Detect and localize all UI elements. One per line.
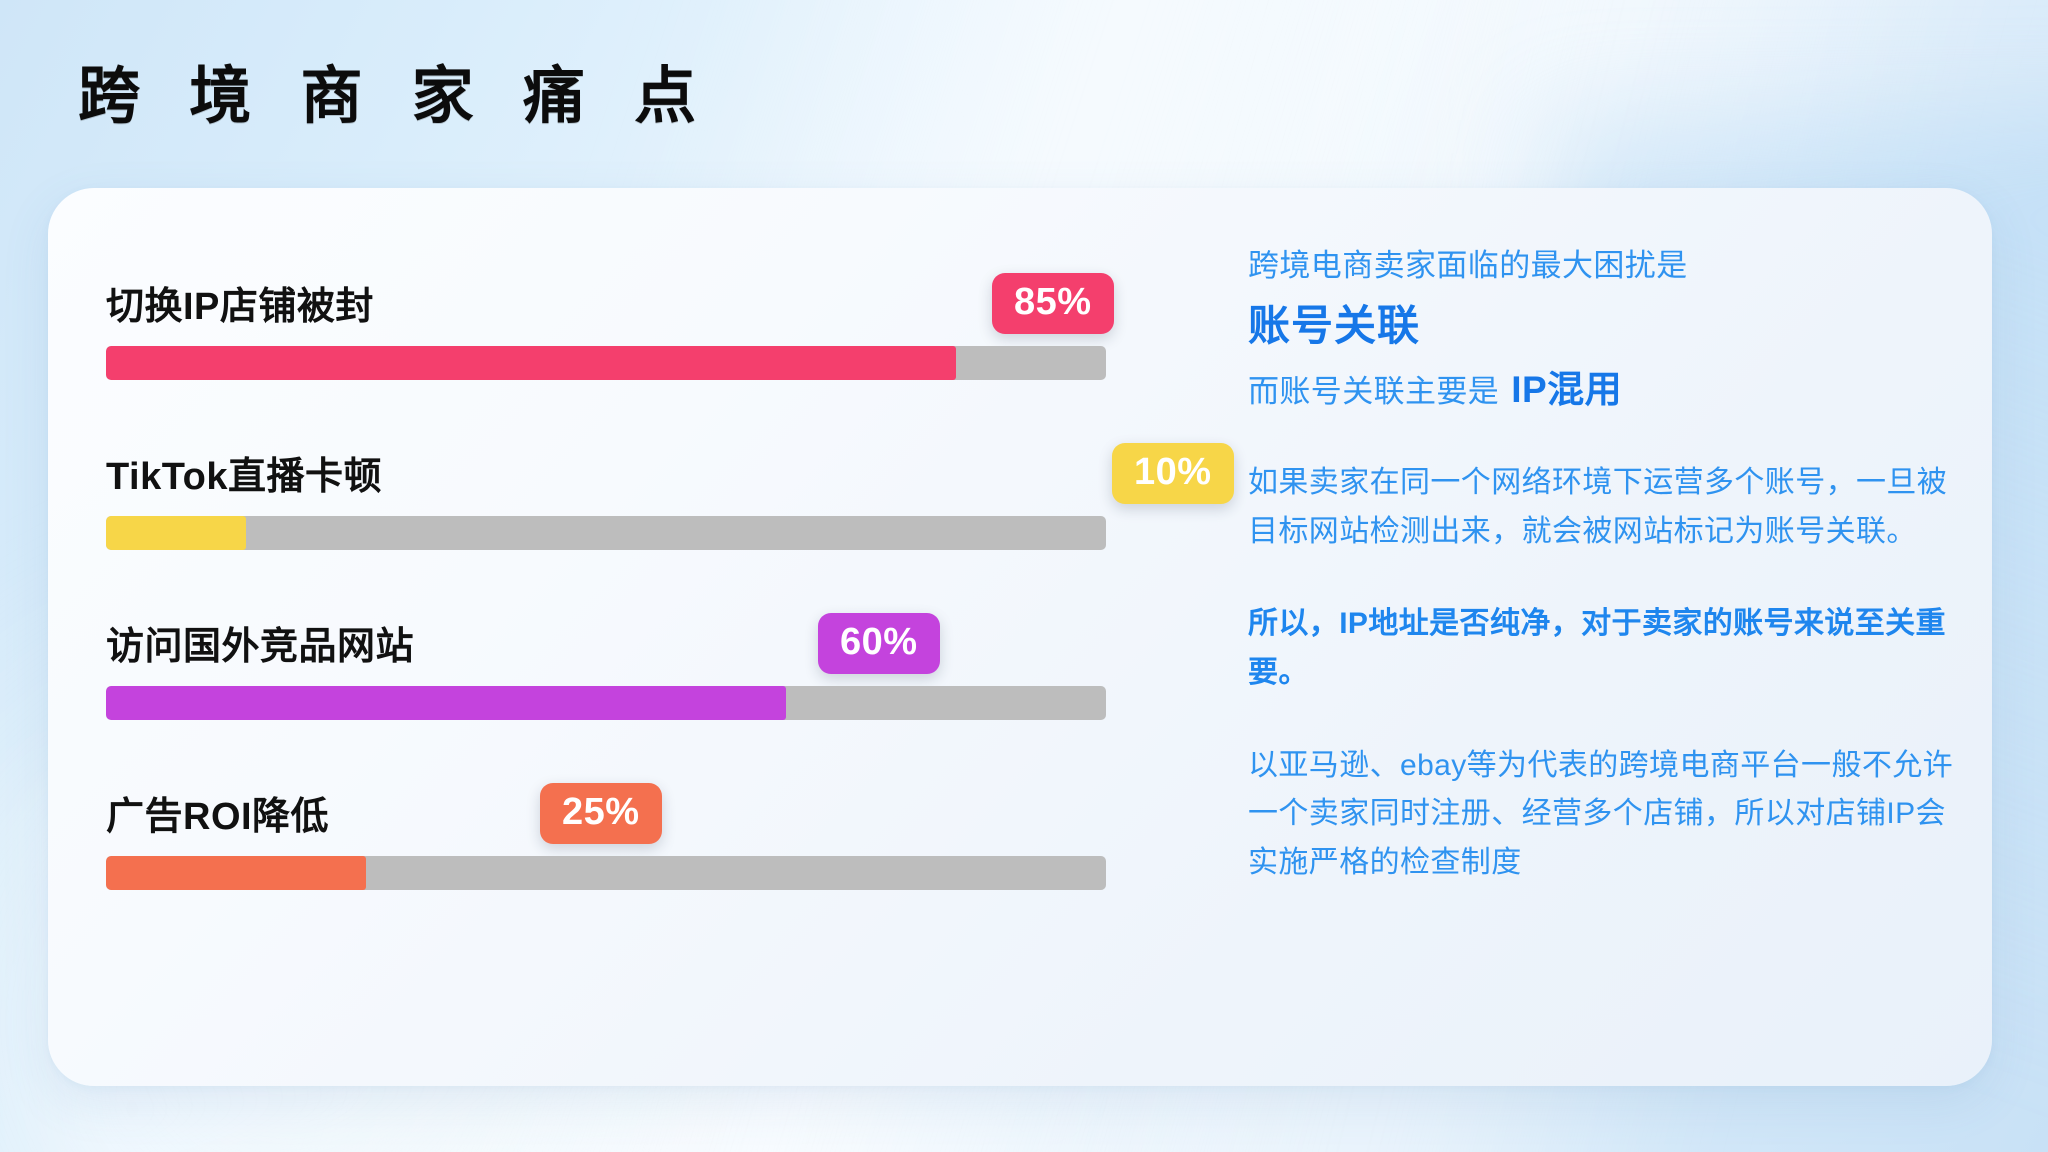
bar-track — [106, 516, 1106, 550]
body-paragraph-2: 所以，IP地址是否纯净，对于卖家的账号来说至关重要。 — [1248, 607, 1946, 689]
bar-item: 访问国外竞品网站 60% — [106, 602, 1106, 720]
bar-fill — [106, 516, 246, 550]
bar-label: 访问国外竞品网站 — [106, 626, 415, 668]
bar-header: 访问国外竞品网站 60% — [106, 602, 1106, 674]
bar-value-badge: 25% — [540, 782, 662, 844]
lead-secondary-highlight: IP混用 — [1511, 369, 1623, 411]
bar-track — [106, 346, 1106, 380]
lead-secondary-prefix: 而账号关联主要是 — [1248, 374, 1500, 410]
page-title: 跨 境 商 家 痛 点 — [78, 62, 713, 131]
lead-keyword: 账号关联 — [1248, 302, 1421, 350]
bar-label: 广告ROI降低 — [106, 796, 330, 838]
content-card: 切换IP店铺被封 85% TikTok直播卡顿 10% — [48, 188, 1992, 1086]
bar-fill — [106, 686, 786, 720]
bar-item: 切换IP店铺被封 85% — [106, 262, 1114, 380]
bar-label: 切换IP店铺被封 — [106, 286, 374, 328]
bar-track — [106, 686, 1106, 720]
pain-points-bar-chart: 切换IP店铺被封 85% TikTok直播卡顿 10% — [106, 262, 1234, 1022]
body-paragraph-1: 如果卖家在同一个网络环境下运营多个账号，一旦被目标网站检测出来，就会被网站标记为… — [1248, 466, 1948, 548]
bar-value-badge: 60% — [818, 612, 940, 674]
bar-header: 切换IP店铺被封 85% — [106, 262, 1114, 334]
lead-line: 跨境电商卖家面临的最大困扰是 — [1248, 248, 1688, 283]
explanation-text-panel: 跨境电商卖家面临的最大困扰是 账号关联 而账号关联主要是 IP混用 如果卖家在同一… — [1248, 244, 1958, 887]
bar-track — [106, 856, 1106, 890]
bar-value-badge: 85% — [992, 272, 1114, 334]
bar-value-badge: 10% — [1112, 442, 1234, 504]
body-paragraph-3: 以亚马逊、ebay等为代表的跨境电商平台一般不允许一个卖家同时注册、经营多个店铺… — [1248, 748, 1954, 879]
bar-item: TikTok直播卡顿 10% — [106, 432, 1234, 550]
bar-fill — [106, 856, 366, 890]
lead-secondary-line: 而账号关联主要是 IP混用 — [1248, 365, 1958, 415]
bar-label: TikTok直播卡顿 — [106, 456, 382, 498]
bar-item: 广告ROI降低 25% — [106, 772, 1106, 890]
bar-fill — [106, 346, 956, 380]
bar-header: 广告ROI降低 25% — [106, 772, 1106, 844]
bar-header: TikTok直播卡顿 10% — [106, 432, 1234, 504]
